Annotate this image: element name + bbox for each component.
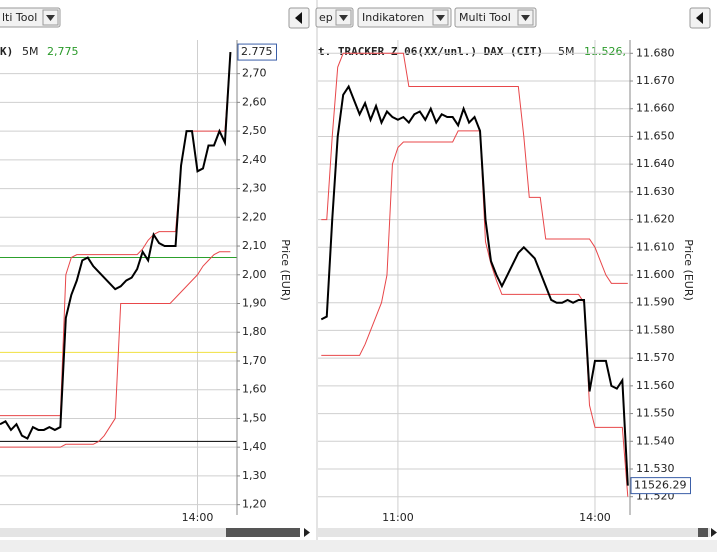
scroll-thumb[interactable] xyxy=(698,528,708,537)
arrow-icon xyxy=(436,15,445,21)
y-tick-label: 1,20 xyxy=(242,498,267,511)
scroll-thumb[interactable] xyxy=(226,528,300,537)
last-price: 11.526, xyxy=(584,45,626,58)
y-tick-label: 11.630 xyxy=(636,185,675,198)
y-tick-label: 2,40 xyxy=(242,153,267,166)
toolbar: lti Tool xyxy=(0,7,310,29)
last-price: 2,775 xyxy=(47,45,79,58)
interval: 5M xyxy=(22,45,39,58)
y-tick-label: 11.610 xyxy=(636,240,675,253)
interval: 5M xyxy=(558,45,575,58)
price-line xyxy=(0,251,231,448)
y-tick-label: 11.660 xyxy=(636,102,675,115)
toolbar: ep Indikatoren Multi Tool xyxy=(315,7,711,29)
price-line xyxy=(320,84,629,486)
scrollbar[interactable] xyxy=(318,528,710,537)
footer xyxy=(0,540,717,552)
y-tick-label: 11.560 xyxy=(636,379,675,392)
y-tick-label: 11.550 xyxy=(636,407,675,420)
y-tick-label: 11.570 xyxy=(636,351,675,364)
instrument-name: t. TRACKER Z 06(XX/unl.) DAX (CIT) xyxy=(318,45,543,58)
y-tick-label: 11.530 xyxy=(636,462,675,475)
dropdown-label: ep xyxy=(319,11,333,24)
axis-title: Price (EUR) xyxy=(279,239,292,301)
plot-area xyxy=(0,40,237,515)
y-tick-label: 11.620 xyxy=(636,213,675,226)
y-tick-label: 1,50 xyxy=(242,411,267,424)
scrollbar[interactable] xyxy=(0,528,300,537)
arrow-icon xyxy=(339,15,348,21)
y-tick-label: 2,70 xyxy=(242,67,267,80)
instrument-name: K) xyxy=(0,45,13,58)
axis-title: Price (EUR) xyxy=(682,239,695,301)
y-tick-label: 11.670 xyxy=(636,74,675,87)
y-tick-label: 11.650 xyxy=(636,129,675,142)
back-icon xyxy=(696,12,703,24)
price-box xyxy=(237,43,277,61)
dropdown[interactable] xyxy=(454,7,537,28)
y-tick-label: 1,70 xyxy=(242,354,267,367)
arrow-icon xyxy=(521,15,530,21)
y-tick-label: 1,60 xyxy=(242,383,267,396)
arrow-icon xyxy=(46,15,55,21)
y-tick-label: 2,50 xyxy=(242,124,267,137)
y-tick-label: 2,10 xyxy=(242,239,267,252)
y-tick-label: 2,20 xyxy=(242,210,267,223)
dropdown-label: Multi Tool xyxy=(459,11,511,24)
scroll-arrow[interactable] xyxy=(711,528,717,537)
y-tick-label: 2,30 xyxy=(242,182,267,195)
y-tick-label: 11.540 xyxy=(636,434,675,447)
y-tick-label: 11.580 xyxy=(636,323,675,336)
y-tick-label: 2,60 xyxy=(242,95,267,108)
y-tick-label: 11.600 xyxy=(636,268,675,281)
x-tick-label: 11:00 xyxy=(382,511,414,524)
dropdown[interactable] xyxy=(357,7,452,28)
y-tick-label: 11.590 xyxy=(636,296,675,309)
price-box-label: 11526.29 xyxy=(634,479,687,492)
x-tick-label: 14:00 xyxy=(579,511,611,524)
y-tick-label: 11.680 xyxy=(636,46,675,59)
plot-area xyxy=(318,40,630,515)
back-icon xyxy=(295,12,302,24)
y-tick-label: 2,00 xyxy=(242,268,267,281)
y-tick-label: 1,30 xyxy=(242,469,267,482)
y-tick-label: 1,40 xyxy=(242,440,267,453)
scroll-arrow[interactable] xyxy=(304,528,310,537)
price-line xyxy=(321,130,629,497)
y-tick-label: 1,90 xyxy=(242,297,267,310)
y-tick-label: 11.640 xyxy=(636,157,675,170)
price-box-label: 2.775 xyxy=(241,45,273,58)
y-tick-label: 1,80 xyxy=(242,325,267,338)
price-line xyxy=(321,52,628,284)
price-line xyxy=(0,52,232,440)
dropdown-label: Indikatoren xyxy=(362,11,424,24)
dropdown-label: lti Tool xyxy=(2,11,37,24)
x-tick-label: 14:00 xyxy=(182,511,214,524)
price-box xyxy=(630,477,691,495)
